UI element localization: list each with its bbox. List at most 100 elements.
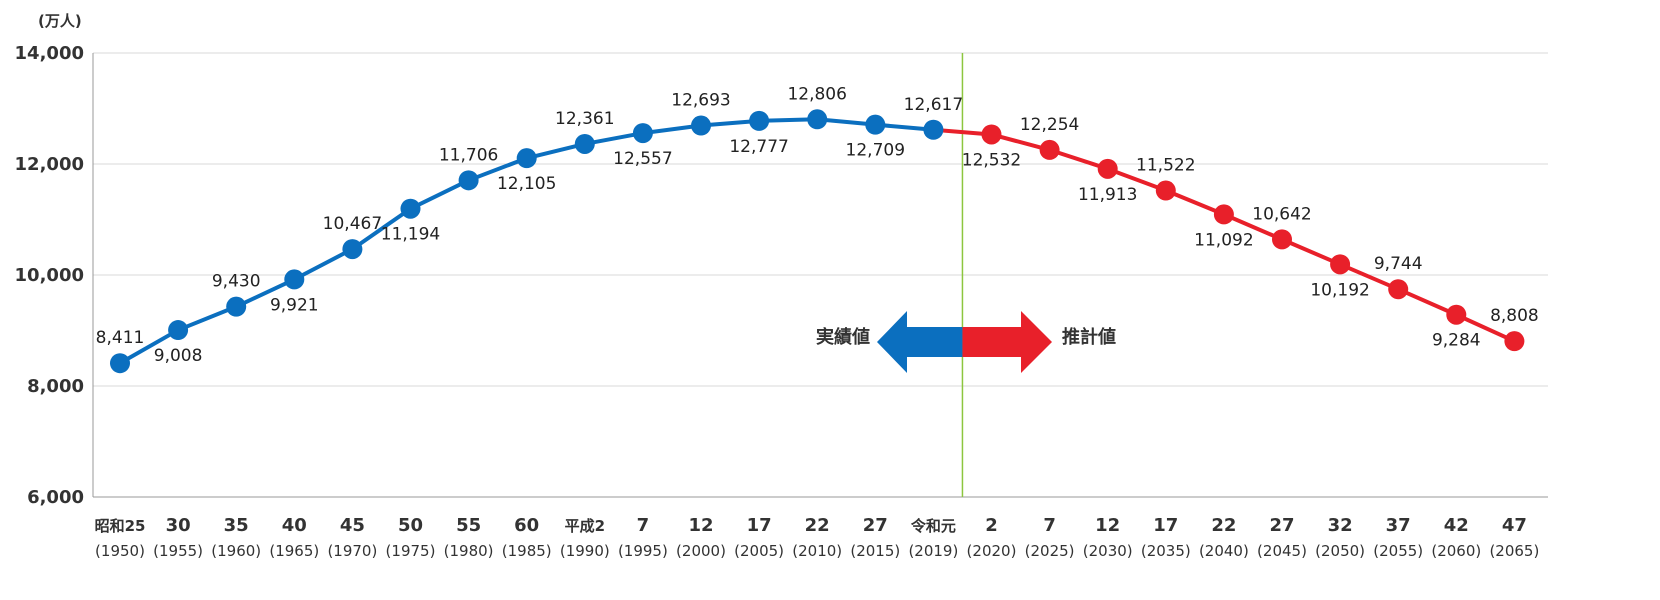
data-label: 9,430 (212, 272, 261, 292)
data-point-actual (110, 353, 130, 374)
left-arrow-icon (877, 311, 963, 373)
data-point-actual (807, 109, 828, 130)
data-label: 12,777 (729, 137, 788, 157)
data-label: 11,706 (439, 145, 498, 165)
x-era-label: 22 (805, 515, 830, 536)
x-year-label: (2010) (792, 542, 842, 560)
data-label: 12,693 (671, 91, 730, 111)
data-label: 12,254 (1020, 115, 1079, 135)
x-year-label: (2055) (1373, 542, 1423, 560)
x-era-label: 45 (340, 515, 365, 536)
data-label: 12,361 (555, 109, 614, 129)
x-era-label: 17 (1153, 515, 1178, 536)
y-tick-label: 6,000 (27, 487, 84, 508)
x-year-label: (2050) (1315, 542, 1365, 560)
x-era-label: 27 (863, 515, 888, 536)
x-year-label: (2005) (734, 542, 784, 560)
x-era-label: 27 (1269, 515, 1294, 536)
x-era-label: 令和元 (911, 517, 956, 535)
x-era-label: 平成2 (565, 517, 605, 535)
x-era-label: 12 (1095, 515, 1120, 536)
data-label: 11,522 (1136, 156, 1195, 176)
data-point-actual (342, 239, 363, 260)
x-year-label: (2040) (1199, 542, 1249, 560)
data-label: 9,008 (154, 346, 203, 366)
x-year-label: (1985) (502, 542, 552, 560)
arrow-label-projected: 推計値 (1062, 326, 1116, 348)
x-year-label: (2045) (1257, 542, 1307, 560)
data-point-actual (574, 133, 595, 154)
x-era-label: 37 (1386, 515, 1411, 536)
data-label: 12,532 (962, 150, 1021, 170)
x-year-label: (2000) (676, 542, 726, 560)
x-axis-labels: 昭和25 (1950) 30 (1955) 35 (1960) 40 (1965) 45 (197… (95, 515, 1540, 560)
data-label: 12,806 (787, 84, 846, 104)
series-line-projected (990, 132, 1516, 343)
data-point-projected (1330, 254, 1351, 275)
data-label: 11,194 (381, 225, 440, 245)
data-point-actual (226, 296, 247, 317)
data-label: 10,467 (323, 214, 382, 234)
x-era-label: 22 (1211, 515, 1236, 536)
x-year-label: (1955) (153, 542, 203, 560)
data-point-actual (516, 148, 537, 169)
x-era-label: 昭和25 (95, 517, 146, 535)
x-year-label: (2030) (1083, 542, 1133, 560)
data-point-actual (458, 170, 479, 191)
data-point-actual (400, 198, 421, 219)
x-year-label: (2035) (1141, 542, 1191, 560)
x-year-label: (2065) (1489, 542, 1539, 560)
data-point-projected (1446, 304, 1467, 325)
y-tick-label: 12,000 (15, 154, 84, 175)
x-era-label: 50 (398, 515, 423, 536)
legend-arrows: 実績値 推計値 (816, 311, 1116, 373)
x-era-label: 40 (282, 515, 307, 536)
series-points (110, 109, 1525, 374)
data-label: 12,557 (613, 149, 672, 169)
data-label: 10,192 (1310, 280, 1369, 300)
data-label: 8,411 (96, 328, 145, 348)
x-year-label: (2015) (850, 542, 900, 560)
x-year-label: (1960) (211, 542, 261, 560)
data-label: 11,092 (1194, 230, 1253, 250)
data-point-projected (1388, 279, 1409, 300)
arrow-label-actual: 実績値 (816, 326, 870, 348)
x-year-label: (1975) (386, 542, 436, 560)
data-point-actual (923, 119, 944, 140)
data-label: 9,744 (1374, 254, 1423, 274)
y-tick-label: 8,000 (27, 376, 84, 397)
x-era-label: 47 (1502, 515, 1527, 536)
x-year-label: (1970) (327, 542, 377, 560)
x-era-label: 32 (1328, 515, 1353, 536)
x-year-label: (2020) (967, 542, 1017, 560)
data-point-projected (1155, 180, 1176, 201)
data-label: 11,913 (1078, 185, 1137, 205)
x-era-label: 7 (1043, 515, 1056, 536)
x-year-label: (1965) (269, 542, 319, 560)
data-point-actual (749, 110, 770, 131)
data-point-actual (865, 114, 886, 135)
y-axis-unit: (万人) (38, 12, 82, 30)
x-era-label: 30 (166, 515, 191, 536)
x-year-label: (1995) (618, 542, 668, 560)
data-point-projected (1039, 139, 1060, 160)
data-point-projected (981, 124, 1002, 145)
x-era-label: 42 (1444, 515, 1469, 536)
data-point-projected (1272, 229, 1292, 250)
data-point-actual (284, 269, 305, 290)
data-label: 12,617 (904, 95, 963, 115)
right-arrow-icon (962, 311, 1052, 373)
gridlines (92, 52, 1548, 498)
data-point-projected (1504, 331, 1525, 352)
x-era-label: 7 (637, 515, 650, 536)
x-era-label: 2 (985, 515, 998, 536)
x-year-label: (2025) (1025, 542, 1075, 560)
data-point-actual (168, 320, 189, 341)
data-label: 9,284 (1432, 331, 1481, 351)
x-era-label: 12 (688, 515, 713, 536)
data-label: 10,642 (1252, 204, 1311, 224)
y-tick-label: 10,000 (15, 265, 84, 286)
data-point-projected (1213, 204, 1234, 225)
